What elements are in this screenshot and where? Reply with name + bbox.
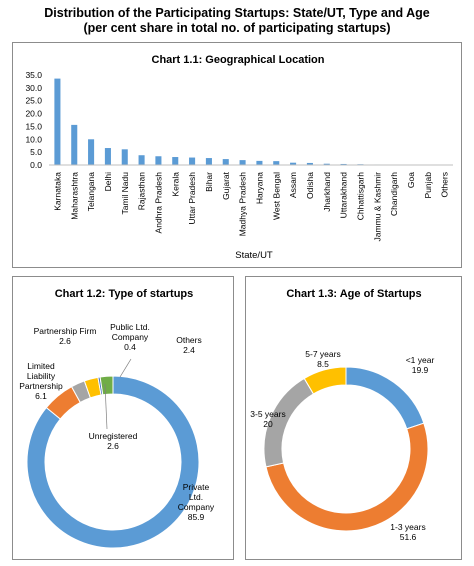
x-tick-label-haryana: Haryana bbox=[254, 172, 264, 204]
main-title-line2: (per cent share in total no. of particip… bbox=[83, 21, 391, 35]
bar-west-bengal bbox=[273, 161, 280, 165]
bar-rajasthan bbox=[138, 155, 145, 165]
age-donut-svg: Chart 1.3: Age of Startups <1 year 19.9 1-3… bbox=[250, 288, 435, 542]
y-tick-label-0: 0.0 bbox=[30, 160, 42, 170]
x-tick-label-others: Others bbox=[440, 172, 450, 198]
label-less-than-1-year: <1 year 19.9 bbox=[406, 355, 435, 375]
x-tick-label-kerala: Kerala bbox=[170, 172, 180, 197]
leader-unregistered bbox=[104, 383, 108, 430]
x-tick-label-odisha: Odisha bbox=[305, 172, 315, 199]
x-tick-label-chandigarh: Chandigarh bbox=[389, 172, 399, 216]
x-tick-label-jharkhand: Jharkhand bbox=[322, 172, 332, 212]
label-private-ltd-company: Private Ltd. Company 85.9 bbox=[178, 482, 215, 522]
x-tick-label-jammu-kashmir: Jammu & Kashmir bbox=[372, 172, 382, 242]
age-slice-1-year bbox=[345, 366, 425, 430]
bar-delhi bbox=[104, 148, 111, 165]
label-partnership-firm: Partnership Firm 2.6 bbox=[34, 326, 97, 346]
type-slice-private-ltd-company bbox=[26, 375, 200, 549]
label-3-5-years: 3-5 years 20 bbox=[250, 409, 285, 429]
label-others: Others 2.4 bbox=[176, 335, 202, 355]
leader-public-ltd-company bbox=[119, 358, 132, 378]
bar-assam bbox=[290, 162, 297, 165]
bar-telangana bbox=[88, 139, 95, 165]
label-5-7-years: 5-7 years 8.5 bbox=[305, 349, 340, 369]
x-tick-label-bihar: Bihar bbox=[204, 172, 214, 192]
x-tick-label-chhattisgarh: Chhattisgarh bbox=[355, 172, 365, 220]
bar-gujarat bbox=[222, 159, 229, 165]
bar-bihar bbox=[205, 158, 212, 165]
label-1-3-years: 1-3 years 51.6 bbox=[390, 522, 425, 542]
chart-3-title: Chart 1.3: Age of Startups bbox=[286, 288, 421, 300]
chart-1-title: Chart 1.1: Geographical Location bbox=[152, 54, 325, 66]
x-tick-label-karnataka: Karnataka bbox=[52, 172, 62, 211]
bar-uttar-pradesh bbox=[189, 157, 196, 165]
label-unregistered: Unregistered 2.6 bbox=[89, 431, 138, 451]
bar-uttarakhand bbox=[340, 163, 347, 165]
type-donut-svg: Chart 1.2: Type of startups Private Ltd. Co… bbox=[19, 288, 215, 549]
x-tick-label-maharashtra: Maharashtra bbox=[69, 172, 79, 220]
y-tick-label-5: 25.0 bbox=[25, 96, 42, 106]
x-tick-label-madhya-pradesh: Madhya Pradesh bbox=[238, 172, 248, 237]
x-tick-label-rajasthan: Rajasthan bbox=[137, 172, 147, 211]
x-tick-label-uttar-pradesh: Uttar Pradesh bbox=[187, 172, 197, 225]
geographical-location-chart: Chart 1.1: Geographical Location 0.0 5.0 10… bbox=[12, 42, 462, 268]
chart-2-title: Chart 1.2: Type of startups bbox=[55, 288, 194, 300]
label-public-ltd-company: Public Ltd. Company 0.4 bbox=[110, 322, 150, 352]
age-slice-1-3-years bbox=[265, 422, 429, 532]
x-tick-label-telangana: Telangana bbox=[86, 172, 96, 212]
bar-tamil-nadu bbox=[121, 149, 128, 165]
main-title: Distribution of the Participating Startu… bbox=[0, 6, 474, 36]
label-limited-liability-partnership: Limited Liability Partnership 6.1 bbox=[19, 361, 63, 401]
x-axis-label: State/UT bbox=[235, 250, 273, 261]
bar-madhya-pradesh bbox=[239, 160, 246, 165]
main-title-line1: Distribution of the Participating Startu… bbox=[44, 6, 430, 20]
y-tick-label-3: 15.0 bbox=[25, 121, 42, 131]
bar-jharkhand bbox=[323, 163, 330, 165]
type-of-startups-chart: Chart 1.2: Type of startups Private Ltd. Co… bbox=[12, 276, 234, 560]
x-tick-label-west-bengal: West Bengal bbox=[271, 172, 281, 220]
y-tick-label-2: 10.0 bbox=[25, 134, 42, 144]
bar-chart-svg: Chart 1.1: Geographical Location 0.0 5.0 10… bbox=[25, 54, 453, 261]
bar-karnataka bbox=[54, 78, 61, 165]
y-tick-label-6: 30.0 bbox=[25, 83, 42, 93]
y-tick-label-7: 35.0 bbox=[25, 70, 42, 80]
x-tick-label-gujarat: Gujarat bbox=[221, 171, 231, 200]
x-tick-label-andhra-pradesh: Andhra Pradesh bbox=[153, 172, 163, 234]
age-of-startups-chart: Chart 1.3: Age of Startups <1 year 19.9 1-3… bbox=[245, 276, 462, 560]
type-slice-others bbox=[99, 375, 114, 396]
x-tick-label-goa: Goa bbox=[406, 172, 416, 188]
bar-kerala bbox=[172, 157, 179, 165]
x-tick-label-uttarakhand: Uttarakhand bbox=[339, 172, 349, 219]
x-tick-label-tamil-nadu: Tamil Nadu bbox=[120, 172, 130, 215]
x-tick-label-assam: Assam bbox=[288, 172, 298, 198]
age-slice-5-7-years bbox=[303, 366, 347, 395]
bar-haryana bbox=[256, 160, 263, 165]
y-tick-label-1: 5.0 bbox=[30, 147, 42, 157]
x-tick-label-punjab: Punjab bbox=[423, 172, 433, 199]
x-tick-label-delhi: Delhi bbox=[103, 172, 113, 191]
bar-maharashtra bbox=[71, 124, 78, 165]
bar-andhra-pradesh bbox=[155, 156, 162, 165]
y-tick-label-4: 20.0 bbox=[25, 109, 42, 119]
bar-odisha bbox=[306, 162, 313, 165]
